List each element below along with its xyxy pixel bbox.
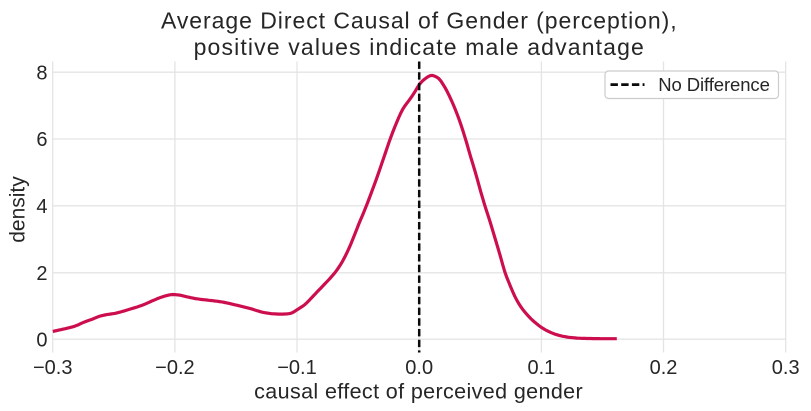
svg-text:0: 0 <box>36 329 47 351</box>
svg-text:6: 6 <box>36 129 47 151</box>
svg-text:density: density <box>7 176 30 243</box>
svg-text:causal effect of perceived gen: causal effect of perceived gender <box>254 379 583 403</box>
svg-text:No Difference: No Difference <box>658 74 769 95</box>
svg-text:0.2: 0.2 <box>650 357 678 379</box>
svg-text:2: 2 <box>36 263 47 285</box>
svg-text:0.3: 0.3 <box>772 357 800 379</box>
svg-text:−0.3: −0.3 <box>33 357 72 379</box>
svg-text:−0.2: −0.2 <box>155 357 194 379</box>
svg-text:−0.1: −0.1 <box>277 357 316 379</box>
svg-text:Average Direct Causal of Gende: Average Direct Causal of Gender (percept… <box>161 7 678 33</box>
svg-text:8: 8 <box>36 62 47 84</box>
svg-text:0.0: 0.0 <box>405 357 433 379</box>
svg-text:0.1: 0.1 <box>527 357 555 379</box>
svg-text:positive values indicate male: positive values indicate male advantage <box>194 34 645 60</box>
svg-text:4: 4 <box>36 196 47 218</box>
